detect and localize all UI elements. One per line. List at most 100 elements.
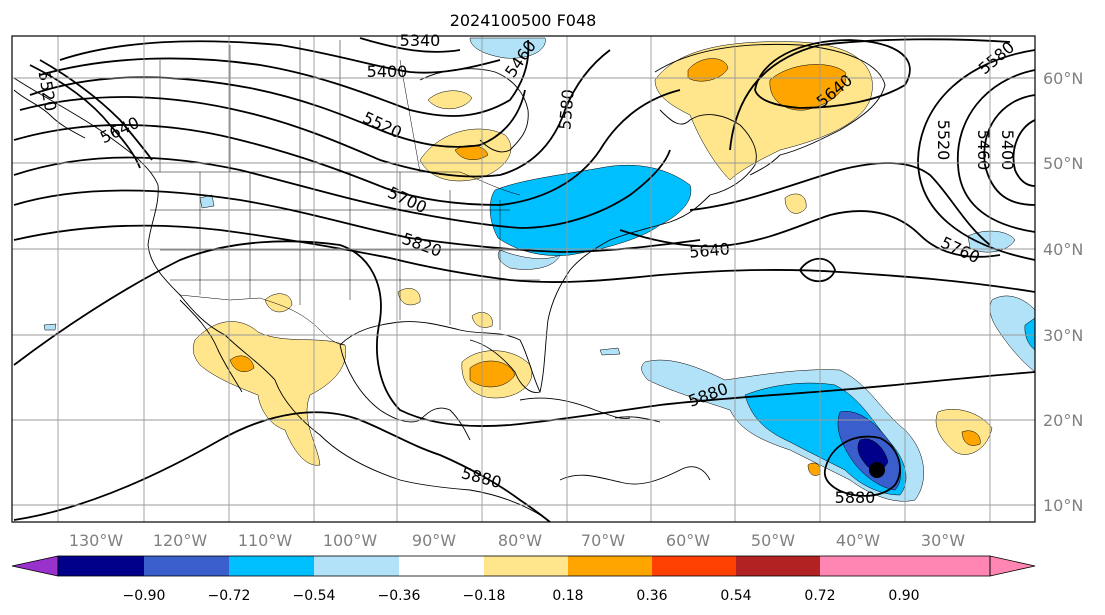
colorbar-labels: −0.90 −0.72 −0.54 −0.36 −0.18 0.18 0.36 … — [123, 588, 920, 604]
contour-label: 5580 — [555, 88, 577, 130]
shading-yellow-hudson — [427, 90, 473, 109]
colorbar-frame — [57, 555, 991, 577]
colorbar-segment — [58, 556, 144, 576]
colorbar-segment — [484, 556, 568, 576]
colorbar-label: −0.90 — [123, 588, 166, 604]
colorbar-label: 0.36 — [636, 588, 667, 604]
coastline-hispaniola — [614, 416, 661, 423]
shading-yellow-mid-atlantic — [784, 193, 807, 214]
lon-tick-label: 100°W — [323, 531, 378, 550]
colorbar-label: −0.18 — [463, 588, 506, 604]
shading-lightblue-east-edge — [989, 295, 1036, 373]
coastline-hudson — [419, 68, 529, 153]
colorbar-label: 0.18 — [552, 588, 583, 604]
shading-lightblue-pacific — [43, 323, 57, 331]
colorbar-label: 0.54 — [720, 588, 751, 604]
contour-east-low-4 — [917, 49, 1036, 261]
coastline-alaska — [13, 89, 86, 139]
coastline-east-us — [539, 194, 711, 393]
contour-5520 — [29, 76, 526, 148]
map-frame — [11, 35, 1036, 523]
lat-tick-label: 20°N — [1043, 411, 1083, 430]
lon-tick-label: 70°W — [581, 531, 625, 550]
shading-orange-gulf — [469, 360, 516, 388]
colorbar-extend-right — [989, 555, 1036, 577]
colorbar-segment — [314, 556, 399, 576]
contour-label: 5460 — [974, 130, 993, 171]
shading-orange-greenland-small — [687, 58, 729, 82]
colorbar — [11, 555, 1036, 577]
lat-tick-label: 40°N — [1043, 240, 1083, 259]
coastline-south-america — [559, 466, 711, 485]
lat-tick-label: 10°N — [1043, 496, 1083, 515]
contour-5760 — [13, 189, 701, 253]
contour-east-low-3 — [956, 69, 1036, 233]
contour-east-low-2 — [1012, 119, 1036, 187]
coastline-baja — [179, 299, 243, 393]
shading-yellow-gulf-north — [397, 288, 421, 306]
lat-tick-labels: 60°N 50°N 40°N 30°N 20°N 10°N — [1043, 69, 1083, 515]
shading-orange-east-atlantic — [961, 430, 981, 446]
contour-east-low-1 — [983, 94, 1036, 206]
figure-title: 2024100500 F048 — [450, 11, 597, 30]
lon-tick-label: 130°W — [69, 531, 124, 550]
lon-tick-label: 110°W — [238, 531, 293, 550]
colorbar-segment — [736, 556, 820, 576]
colorbar-label: −0.36 — [378, 588, 421, 604]
shading-layer — [43, 37, 1036, 502]
lon-tick-label: 50°W — [751, 531, 795, 550]
contour-5700 — [13, 149, 671, 229]
shading-orange-mexico — [229, 355, 255, 372]
contour-5880-cyclone — [823, 435, 901, 497]
contour-5820 — [13, 224, 1036, 293]
lat-tick-label: 50°N — [1043, 154, 1083, 173]
shading-lightblue-northeast — [497, 249, 561, 270]
storm-center-marker — [869, 462, 885, 478]
contour-layer — [13, 37, 1036, 523]
map-panel: 5340 5400 5460 5520 5580 5640 5700 5820 … — [11, 31, 1036, 523]
contour-5580 — [19, 49, 611, 178]
coastline-cuba — [519, 397, 631, 419]
colorbar-label: −0.72 — [208, 588, 251, 604]
colorbar-label: 0.90 — [888, 588, 919, 604]
colorbar-segment — [904, 556, 990, 576]
shading-lightblue-gulf-small — [599, 347, 621, 356]
border-states-2 — [150, 209, 540, 281]
colorbar-segment — [652, 556, 736, 576]
contour-5880-main — [13, 240, 1036, 427]
colorbar-extend-left — [11, 555, 59, 577]
colorbar-segment — [568, 556, 652, 576]
shading-lightblue-north — [469, 37, 546, 59]
contour-label: 5400 — [998, 130, 1017, 171]
contour-5400 — [59, 40, 501, 74]
border-us-canada — [150, 171, 521, 196]
contour-label: 5520 — [934, 120, 953, 161]
contour-label: 5640 — [688, 239, 730, 261]
contour-label: 5880 — [835, 488, 876, 507]
contour-5460 — [39, 39, 530, 117]
lon-tick-label: 80°W — [498, 531, 542, 550]
gridlines — [12, 36, 1035, 522]
lat-tick-label: 60°N — [1043, 69, 1083, 88]
colorbar-segment — [229, 556, 314, 576]
colorbar-label: 0.72 — [804, 588, 835, 604]
lat-tick-label: 30°N — [1043, 326, 1083, 345]
lon-tick-label: 40°W — [836, 531, 880, 550]
coastline-canada-east — [659, 109, 757, 196]
lon-tick-label: 60°W — [666, 531, 710, 550]
colorbar-segment — [820, 556, 904, 576]
lon-tick-labels: 130°W 120°W 110°W 100°W 90°W 80°W 70°W 6… — [69, 531, 965, 550]
contour-5340 — [359, 37, 461, 53]
contour-5760-c — [689, 162, 991, 246]
coastline-gulf — [339, 321, 541, 393]
borders-layer — [150, 40, 540, 346]
lon-tick-label: 90°W — [412, 531, 456, 550]
contour-5760-b — [798, 257, 836, 283]
colorbar-label: −0.54 — [293, 588, 336, 604]
contour-5640-b — [619, 210, 1001, 258]
lon-tick-label: 30°W — [921, 531, 965, 550]
lon-tick-label: 120°W — [153, 531, 208, 550]
contour-label: 5340 — [400, 31, 441, 50]
colorbar-segment — [399, 556, 484, 576]
contour-west-trough-2 — [39, 59, 153, 161]
